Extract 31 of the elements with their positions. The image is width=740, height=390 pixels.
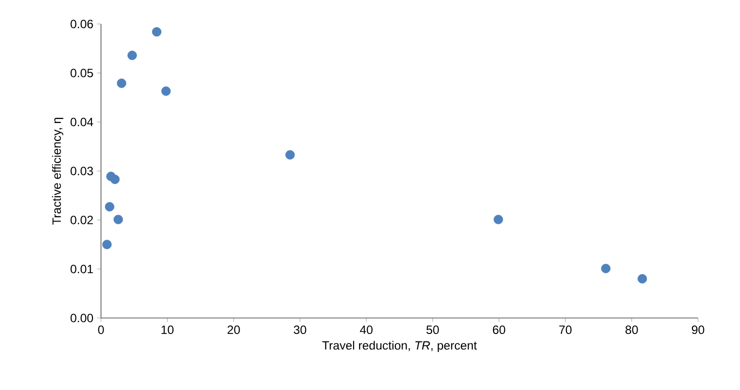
point (494, 214, 504, 224)
x-axis-title: Travel reduction, TR, percent (322, 340, 477, 352)
point (104, 202, 114, 212)
point (116, 78, 126, 88)
x-tick-label: 0 (98, 326, 104, 334)
x-tick-label: 60 (492, 326, 506, 334)
y-tick-label: 0.06 (70, 20, 93, 28)
x-tick-label: 20 (228, 326, 240, 334)
y-tick-label: 0.00 (70, 314, 94, 322)
x-tick-label: 10 (162, 326, 174, 334)
point (152, 27, 162, 37)
y-tick-label: 0.03 (70, 166, 93, 176)
y-axis-title: Tractive efficiency, η (52, 118, 64, 225)
y-tick-label: 0.01 (70, 264, 93, 274)
point (102, 240, 112, 250)
x-tick-label: 80 (626, 326, 638, 334)
y-tick-label: 0.05 (70, 68, 93, 78)
point (601, 264, 610, 274)
x-tick-label: 40 (360, 326, 373, 334)
y-tick-label: 0.04 (70, 118, 94, 126)
y-tick-label: 0.02 (70, 216, 93, 224)
point (285, 150, 295, 160)
point (127, 50, 137, 60)
point (161, 86, 171, 96)
x-tick-label: 30 (294, 326, 306, 334)
point (114, 214, 123, 224)
x-tick-label: 90 (692, 326, 704, 334)
point (110, 174, 120, 184)
point (638, 274, 647, 284)
x-tick-label: 50 (426, 326, 439, 334)
x-tick-label: 70 (559, 326, 572, 334)
